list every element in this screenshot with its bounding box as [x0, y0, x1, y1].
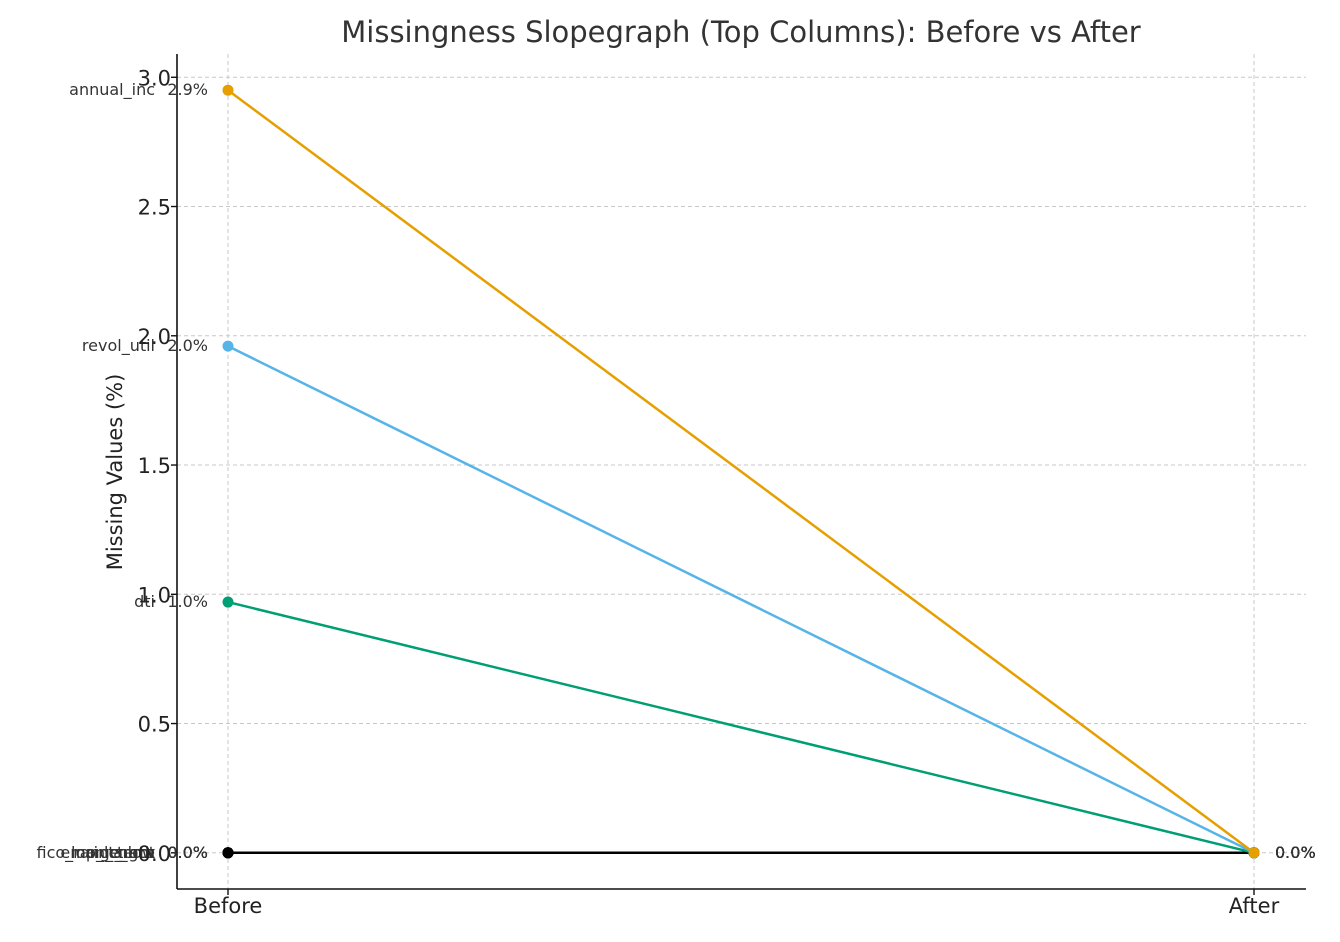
- y-axis-label: Missing Values (%): [103, 374, 127, 571]
- before-value-label: 0.0%: [167, 843, 208, 862]
- after-value-label: 0.0%: [1275, 843, 1316, 862]
- before-value-label: 0.0%: [167, 843, 208, 862]
- after-value-label: 0.0%: [1275, 843, 1316, 862]
- y-tick-label: 2.0: [138, 325, 171, 349]
- data-point: [222, 596, 234, 608]
- axes-layer: [176, 54, 1306, 890]
- data-point: [222, 84, 234, 96]
- tick-label-layer: 0.0 0.5 1.0 1.5 2.0 2.5 3.0 Before After: [138, 66, 1280, 918]
- before-value-label: 1.0%: [167, 592, 208, 611]
- data-point: [1248, 847, 1260, 859]
- x-tick-label: After: [1229, 894, 1280, 918]
- series-name-label: loan_amnt: [71, 843, 155, 863]
- y-tick-label: 0.5: [138, 713, 171, 737]
- series-name-label: annual_inc: [69, 80, 155, 100]
- after-value-label: 0.0%: [1275, 843, 1316, 862]
- data-point: [222, 847, 234, 859]
- before-value-label: 2.9%: [167, 80, 208, 99]
- after-value-label: 0.0%: [1275, 843, 1316, 862]
- before-value-label: 2.0%: [167, 336, 208, 355]
- before-value-label: 0.0%: [167, 843, 208, 862]
- point-label-layer: 2.9% annual_inc 0.0% 2.0% revol_util 0.0% 1.0%…: [36, 80, 1315, 863]
- y-tick-label: 2.5: [138, 196, 171, 220]
- after-value-label: 0.0%: [1275, 843, 1316, 862]
- after-value-label: 0.0%: [1275, 843, 1316, 862]
- series-line: [227, 344, 1255, 854]
- x-tick-label: Before: [194, 894, 263, 918]
- series-layer: [222, 84, 1260, 859]
- series-line: [227, 89, 1255, 854]
- series-name-label: dti: [134, 592, 155, 611]
- chart-title: Missingness Slopegraph (Top Columns): Be…: [341, 15, 1141, 49]
- series-name-label: revol_util: [82, 336, 155, 356]
- series-name-label: int_rate: [94, 843, 155, 863]
- y-tick-label: 1.5: [138, 454, 171, 478]
- after-value-label: 0.0%: [1275, 843, 1316, 862]
- y-tick-label: 1.0: [138, 583, 171, 607]
- before-value-label: 0.0%: [167, 843, 208, 862]
- y-tick-label: 0.0: [138, 842, 171, 866]
- series-line: [227, 600, 1255, 855]
- before-value-label: 0.0%: [167, 843, 208, 862]
- grid-layer: [171, 54, 1306, 895]
- y-tick-label: 3.0: [138, 66, 171, 90]
- series-name-label: fico_range_low: [36, 843, 155, 863]
- series-name-label: emp_length: [60, 843, 155, 863]
- after-value-label: 0.0%: [1275, 843, 1316, 862]
- series-name-label: term: [117, 843, 155, 862]
- data-point: [222, 340, 234, 352]
